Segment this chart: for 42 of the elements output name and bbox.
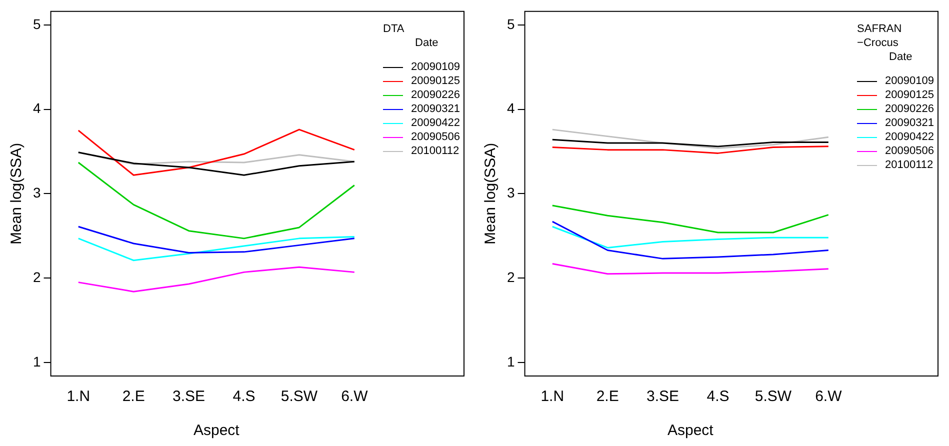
- y-tick-label: 3: [32, 184, 41, 201]
- x-axis-title: Aspect: [193, 422, 240, 440]
- legend-label: 20090109: [885, 74, 934, 88]
- legend-label: 20090506: [885, 144, 934, 158]
- legend-label: 20090422: [411, 116, 460, 130]
- legend-label: 20090125: [885, 88, 934, 102]
- x-axis-title: Aspect: [667, 422, 714, 440]
- legend-label: 20090422: [885, 130, 934, 144]
- legend-label: 20090125: [411, 74, 460, 88]
- x-tick-label: 3.SE: [646, 388, 680, 406]
- legend-title: DTA Date: [383, 22, 440, 50]
- y-axis-title: Mean log(SSA): [482, 142, 500, 245]
- y-tick-label: 5: [506, 16, 515, 32]
- legend-label: 20100112: [411, 144, 460, 158]
- y-tick-label: 2: [32, 268, 41, 285]
- legend-label: 20090321: [411, 102, 460, 116]
- legend-label: 20090506: [411, 130, 460, 144]
- y-tick-label: 1: [32, 353, 41, 370]
- legend-label: 20100112: [885, 158, 934, 172]
- x-tick-label: 4.S: [706, 388, 730, 406]
- x-tick-label: 1.N: [66, 388, 90, 406]
- legend-label: 20090226: [885, 102, 934, 116]
- x-tick-label: 3.SE: [172, 388, 206, 406]
- legend-label: 20090321: [885, 116, 934, 130]
- x-tick-label: 4.S: [232, 388, 256, 406]
- y-axis-title: Mean log(SSA): [8, 142, 26, 245]
- x-tick-label: 2.E: [596, 388, 619, 406]
- y-tick-label: 4: [506, 100, 515, 116]
- y-tick-label: 3: [506, 184, 515, 201]
- x-tick-label: 6.W: [815, 388, 843, 406]
- x-tick-label: 5.SW: [754, 388, 792, 406]
- x-tick-label: 5.SW: [280, 388, 318, 406]
- y-tick-label: 1: [506, 353, 515, 370]
- x-tick-label: 2.E: [122, 388, 145, 406]
- x-tick-label: 6.W: [341, 388, 369, 406]
- y-tick-label: 4: [32, 100, 41, 116]
- legend-label: 20090109: [411, 60, 460, 74]
- legend-title: SAFRAN −Crocus Date: [857, 22, 914, 64]
- y-tick-label: 5: [32, 16, 41, 32]
- y-tick-label: 2: [506, 268, 515, 285]
- legend-label: 20090226: [411, 88, 460, 102]
- x-tick-label: 1.N: [540, 388, 564, 406]
